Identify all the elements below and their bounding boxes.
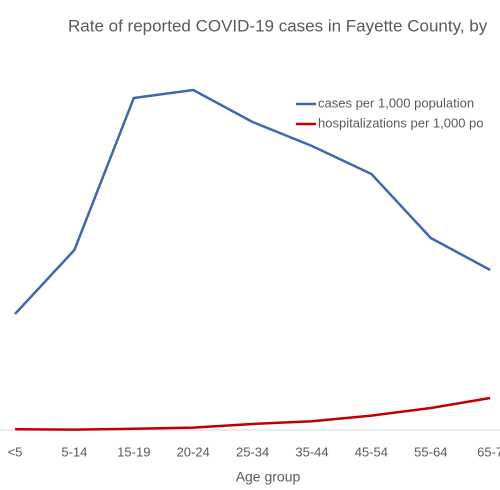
legend-label: hospitalizations per 1,000 po: [318, 115, 484, 130]
x-tick-label: 45-54: [355, 444, 388, 459]
x-tick-label: 35-44: [295, 444, 328, 459]
x-tick-label: 55-64: [414, 444, 447, 459]
line-series: [14, 396, 491, 431]
x-tick-label: 20-24: [177, 444, 210, 459]
x-tick-label: 65-7: [477, 444, 500, 459]
x-tick-label: 25-34: [236, 444, 269, 459]
line-series: [14, 88, 491, 315]
x-tick-label: 15-19: [117, 444, 150, 459]
x-axis-label: Age group: [236, 469, 301, 485]
legend-label: cases per 1,000 population: [318, 95, 474, 110]
x-tick-label: <5: [8, 444, 23, 459]
chart-title: Rate of reported COVID-19 cases in Fayet…: [68, 16, 488, 35]
x-tick-label: 5-14: [61, 444, 87, 459]
